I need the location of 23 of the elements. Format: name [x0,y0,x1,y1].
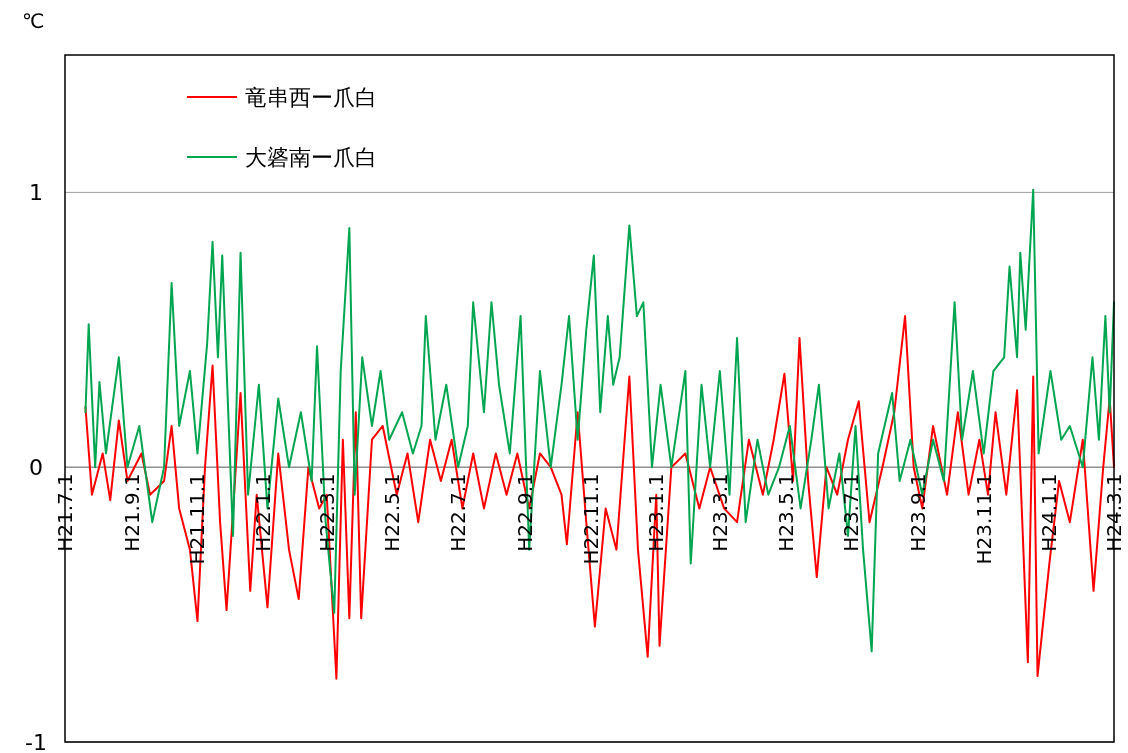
y-axis-title: ℃ [22,9,45,33]
y-tick-label: -1 [25,730,47,753]
x-tick-label: H23.1.1 [644,473,669,552]
y-tick-label: 0 [29,455,43,481]
legend-label: 大碆南ー爪白 [245,145,377,170]
x-tick-label: H24.3.1 [1102,473,1126,552]
x-tick-label: H22.11.1 [578,473,603,565]
x-tick-label: H22.3.1 [314,473,339,552]
x-tick-label: H23.5.1 [773,473,798,552]
legend-label: 竜串西ー爪白 [245,85,377,110]
x-tick-label: H23.11.1 [971,473,996,565]
x-tick-label: H21.9.1 [119,473,144,552]
x-tick-label: H22.9.1 [512,473,537,552]
x-tick-label: H21.7.1 [53,473,77,552]
x-tick-label: H21.11.1 [185,473,210,565]
x-tick-label: H22.5.1 [380,473,405,552]
x-tick-label: H23.7.1 [839,473,864,552]
x-tick-label: H22.1.1 [251,473,276,552]
x-tick-label: H24.1.1 [1037,473,1062,552]
x-tick-label: H23.9.1 [905,473,930,552]
x-tick-label: H23.3.1 [707,473,732,552]
y-tick-label: 1 [29,180,43,206]
x-tick-label: H22.7.1 [446,473,471,552]
